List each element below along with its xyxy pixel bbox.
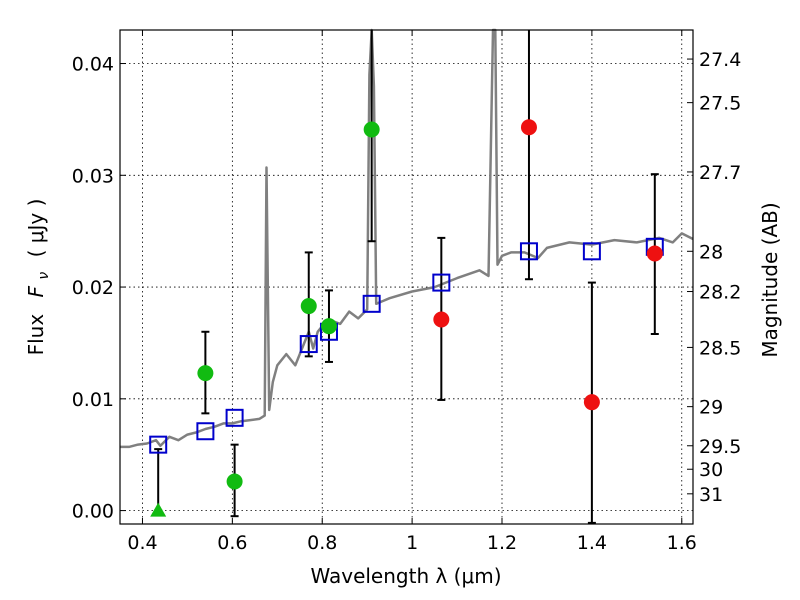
y-axis-label: Flux F ν ( μJy ): [24, 199, 53, 356]
magnitude-tick-label: 31: [699, 484, 723, 506]
y-axis-label-unit: ( μJy ): [24, 199, 48, 258]
observed-flux-point: [197, 365, 214, 382]
y-axis-label-symbol: F: [24, 285, 48, 297]
observed-flux-point: [583, 394, 600, 411]
model-photometry-square: [582, 242, 601, 261]
x-tick-label: 1.6: [667, 532, 697, 554]
magnitude-tick-label: 29: [699, 397, 723, 419]
y-tick-label: 0.01: [72, 389, 114, 411]
observed-flux-point: [320, 318, 337, 335]
magnitude-tick-label: 29.5: [699, 436, 741, 458]
observed-flux-point: [300, 298, 317, 315]
x-tick-label: 0.8: [307, 532, 337, 554]
y-axis-label-prefix: Flux: [24, 314, 48, 356]
y-tick-label: 0.00: [72, 501, 114, 523]
x-tick-label: 1: [406, 532, 418, 554]
model-photometry-square: [196, 422, 215, 441]
magnitude-tick-label: 27.7: [699, 162, 741, 184]
x-tick-label: 1.2: [487, 532, 517, 554]
ticks-layer: 0.4 0.6 0.8 1 1.2 1.4 1.6 0.00 0.01 0.02 0.03 0.04 2…: [72, 30, 741, 554]
observed-flux-point: [520, 119, 537, 136]
plot-frame: [119, 29, 694, 525]
magnitude-tick-label: 30: [699, 459, 723, 481]
observed-flux-point: [646, 245, 663, 262]
error-bars-layer: [154, 30, 659, 524]
observed-flux-point: [226, 473, 243, 490]
magnitude-axis-label: Magnitude (AB): [758, 202, 782, 357]
y-tick-label: 0.03: [72, 165, 114, 187]
model-photometry-square: [149, 435, 168, 454]
x-tick-label: 0.6: [217, 532, 247, 554]
y-axis-label-subscript: ν: [36, 272, 52, 280]
magnitude-tick-label: 27.4: [699, 49, 741, 71]
model-photometry-square: [225, 408, 244, 427]
upper-limit-triangle: [150, 502, 167, 517]
y-tick-label: 0.04: [72, 54, 114, 76]
magnitude-tick-label: 28.5: [699, 337, 741, 359]
x-axis-label: Wavelength λ (μm): [310, 564, 501, 588]
grid-lines: [120, 30, 693, 524]
markers-layer: [149, 119, 664, 517]
model-photometry-square: [432, 273, 451, 292]
x-tick-label: 1.4: [577, 532, 607, 554]
observed-flux-point: [433, 311, 450, 328]
magnitude-tick-label: 28.2: [699, 282, 741, 304]
model-photometry-square: [519, 242, 538, 261]
magnitude-tick-label: 27.5: [699, 93, 741, 115]
y-tick-label: 0.02: [72, 277, 114, 299]
magnitude-tick-label: 28: [699, 241, 723, 263]
model-photometry-square: [362, 294, 381, 313]
observed-flux-point: [363, 121, 380, 138]
model-photometry-square: [299, 335, 318, 354]
x-tick-label: 0.4: [127, 532, 157, 554]
